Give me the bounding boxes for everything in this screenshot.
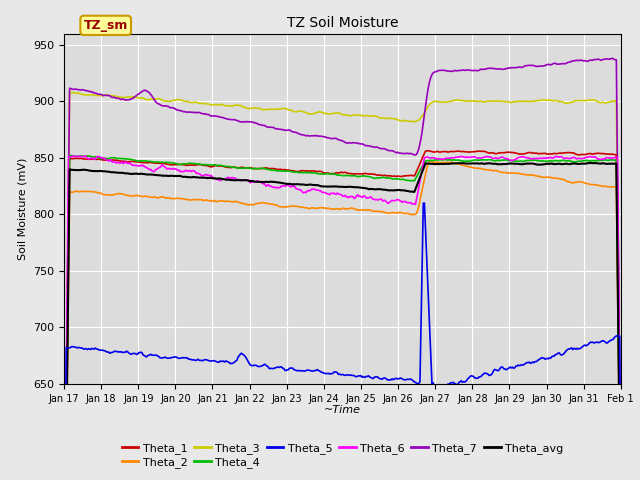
Text: TZ_sm: TZ_sm [83,19,128,32]
Title: TZ Soil Moisture: TZ Soil Moisture [287,16,398,30]
X-axis label: ~Time: ~Time [324,405,361,415]
Y-axis label: Soil Moisture (mV): Soil Moisture (mV) [17,157,28,260]
Legend: Theta_1, Theta_2, Theta_3, Theta_4, Theta_5, Theta_6, Theta_7, Theta_avg: Theta_1, Theta_2, Theta_3, Theta_4, Thet… [117,439,568,473]
